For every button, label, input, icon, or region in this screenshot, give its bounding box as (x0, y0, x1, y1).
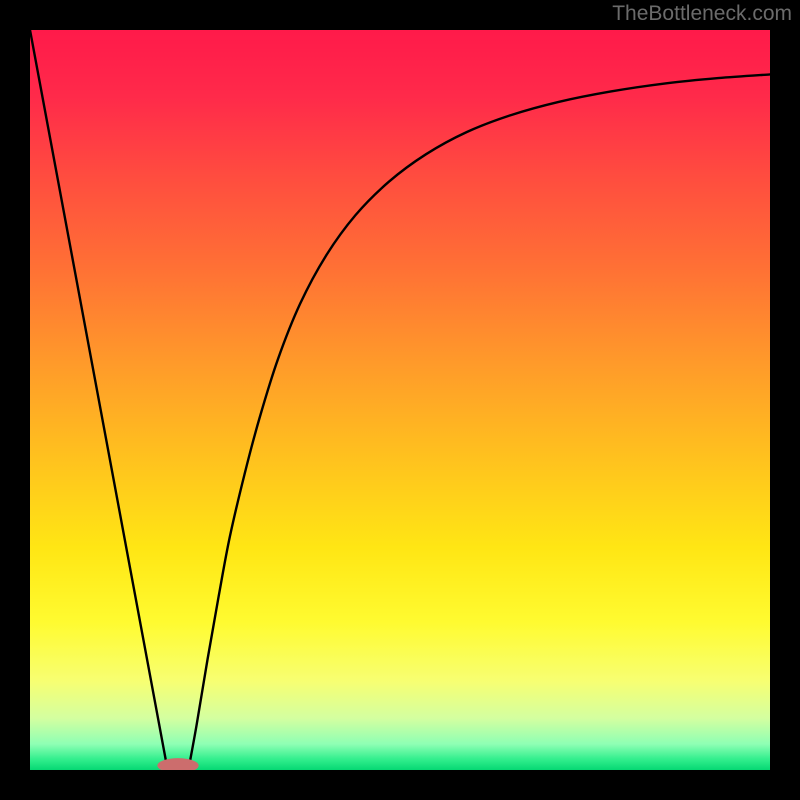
chart-svg (30, 30, 770, 770)
plot-area (30, 30, 770, 770)
chart-frame: TheBottleneck.com (0, 0, 800, 800)
watermark-text: TheBottleneck.com (612, 2, 792, 26)
gradient-background (30, 30, 770, 770)
